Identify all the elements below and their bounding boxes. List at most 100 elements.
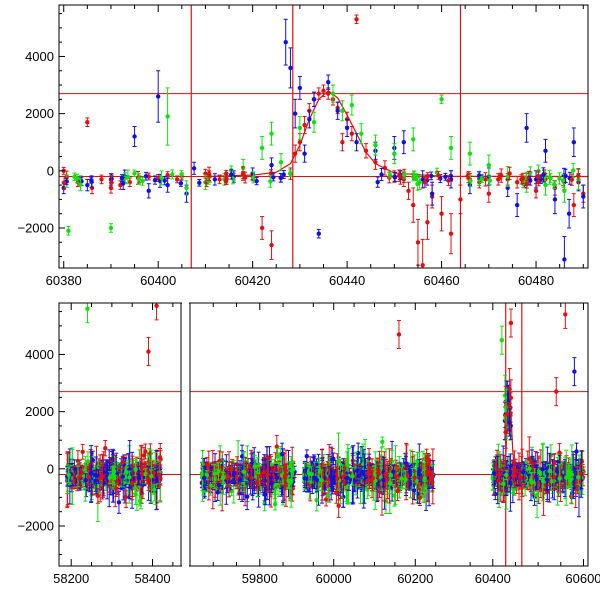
data-marker: [330, 91, 336, 96]
data-point-389: [151, 463, 157, 482]
data-point-440: [156, 461, 162, 488]
data-marker: [477, 173, 482, 178]
data-marker: [85, 459, 91, 464]
data-point-246: [468, 175, 473, 187]
data-point-470: [85, 303, 90, 324]
data-marker: [103, 445, 108, 451]
data-marker: [297, 140, 303, 145]
data-marker: [411, 202, 416, 208]
data-point-36: [354, 14, 359, 25]
data-point-117: [297, 115, 303, 140]
data-point-140: [288, 169, 293, 178]
data-marker: [507, 171, 512, 176]
data-point-219: [392, 171, 398, 183]
data-marker: [392, 174, 398, 180]
data-marker: [156, 472, 162, 477]
data-point-468: [154, 303, 159, 321]
data-point-50: [458, 184, 463, 215]
data-marker: [157, 455, 163, 460]
data-point-81: [307, 110, 312, 129]
data-point-62: [571, 193, 577, 218]
data-marker: [85, 306, 90, 311]
y-tick-label: −2000: [17, 220, 54, 235]
data-point-68: [146, 183, 151, 199]
data-marker: [547, 175, 552, 180]
top-plot-area: [59, 5, 588, 268]
data-marker: [99, 177, 104, 182]
data-marker: [79, 470, 84, 476]
data-point-244: [519, 174, 524, 185]
data-point-469: [146, 337, 151, 367]
data-point-33: [340, 133, 345, 152]
data-marker: [524, 182, 530, 187]
data-marker: [448, 173, 454, 179]
data-marker: [85, 182, 90, 188]
data-marker: [95, 493, 101, 499]
data-marker: [316, 231, 321, 236]
data-marker: [420, 262, 425, 268]
data-point-234: [281, 169, 286, 180]
data-marker: [116, 500, 122, 505]
data-point-180: [109, 175, 114, 190]
data-point-35: [349, 125, 355, 142]
data-point-179: [140, 176, 145, 186]
data-marker: [143, 449, 148, 454]
data-point-42: [406, 181, 411, 200]
data-marker: [100, 474, 105, 479]
data-marker: [528, 178, 533, 183]
data-marker: [302, 122, 307, 128]
data-marker: [132, 486, 138, 491]
data-point-202: [379, 167, 384, 182]
data-marker: [120, 460, 125, 465]
data-marker: [271, 175, 276, 180]
data-marker: [465, 173, 470, 179]
data-marker: [363, 148, 369, 153]
data-marker: [307, 117, 312, 122]
data-marker: [127, 475, 132, 480]
data-marker: [543, 182, 548, 188]
data-marker: [254, 178, 259, 184]
data-marker: [428, 173, 434, 179]
data-marker: [278, 160, 284, 165]
data-marker: [109, 180, 114, 185]
x-tick-label: 60480: [518, 273, 554, 288]
data-point-191: [528, 175, 533, 186]
data-point-245: [191, 161, 197, 175]
data-marker: [90, 458, 96, 463]
data-point-15: [217, 174, 222, 185]
data-marker: [406, 188, 411, 194]
data-point-251: [123, 490, 128, 504]
data-marker: [316, 91, 321, 96]
data-point-449: [114, 480, 119, 497]
data-point-2: [85, 117, 90, 127]
data-point-70: [165, 177, 170, 193]
data-point-142: [552, 179, 557, 190]
data-point-82: [311, 91, 317, 107]
data-marker: [425, 220, 430, 225]
data-marker: [340, 108, 345, 113]
data-marker: [155, 94, 161, 99]
data-point-437: [76, 469, 82, 486]
data-point-235: [136, 173, 142, 185]
data-marker: [415, 181, 420, 187]
data-marker: [85, 120, 90, 125]
data-point-118: [311, 111, 317, 133]
data-point-20: [269, 230, 274, 260]
data-point-353: [95, 487, 101, 504]
data-marker: [536, 173, 541, 179]
data-marker: [217, 177, 222, 182]
data-point-228: [74, 173, 80, 184]
data-marker: [146, 476, 151, 482]
data-marker: [191, 166, 197, 171]
data-point-125: [411, 127, 416, 152]
data-marker: [120, 181, 126, 186]
data-point-201: [483, 172, 488, 187]
data-point-239: [498, 172, 503, 180]
data-marker: [120, 474, 126, 479]
data-point-430: [132, 482, 138, 494]
data-point-254: [89, 176, 94, 184]
data-point-241: [465, 172, 470, 180]
data-point-120: [340, 100, 345, 122]
data-point-183: [223, 177, 229, 185]
